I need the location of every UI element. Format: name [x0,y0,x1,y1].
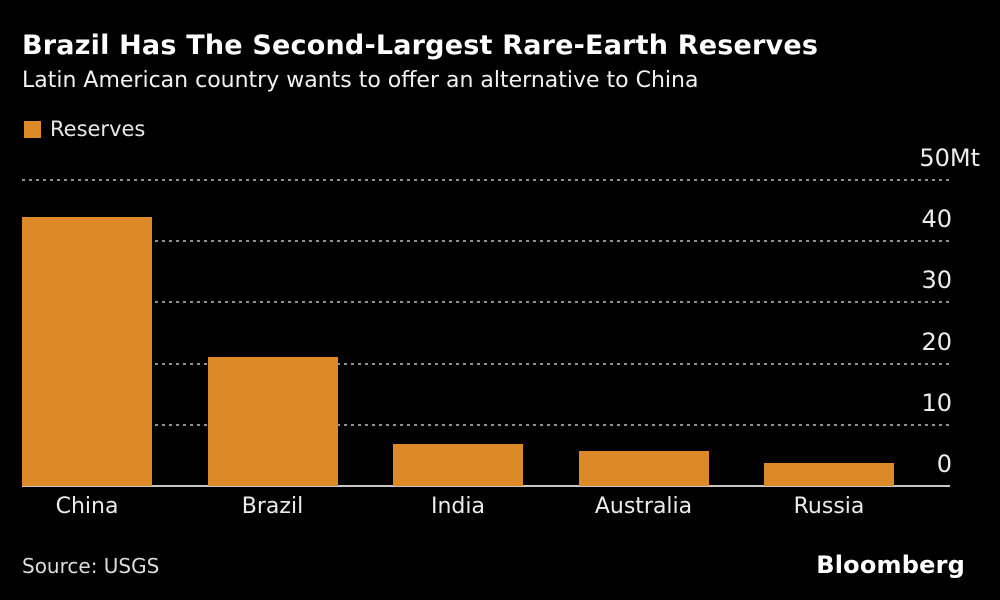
gridline [22,423,950,426]
category-label-china: China [55,494,119,519]
category-label-australia: Australia [594,494,693,519]
bar-brazil [207,357,338,486]
bloomberg-logo: Bloomberg [816,551,965,579]
bar-chart: 0 10 20 30 40 50Mt China Brazil India Australia Ru… [22,144,980,519]
y-tick-label: 20 [921,327,952,356]
category-label-india: India [431,494,485,519]
gridline [22,179,950,181]
y-tick-label: 40 [921,205,952,234]
page-title: Brazil Has The Second-Largest Rare-Earth… [22,30,819,61]
bar-india [393,443,523,486]
gridline [22,240,950,243]
y-tick-label: 0 [936,450,952,478]
category-label-brazil: Brazil [241,494,304,519]
bar-china [22,216,152,486]
legend-label: Reserves [50,117,146,141]
x-axis-baseline [22,485,950,487]
source-note: Source: USGS [22,554,160,578]
legend-swatch-icon [24,120,41,138]
gridline [22,362,950,365]
bar-australia [578,451,709,486]
gridline [22,301,950,304]
y-tick-label: 10 [921,388,952,417]
page-subtitle: Latin American country wants to offer an… [22,68,699,93]
category-label-russia: Russia [793,494,865,519]
bar-russia [764,462,894,486]
y-tick-label: 30 [921,266,952,295]
y-tick-label: 50Mt [919,144,980,172]
legend: Reserves [24,117,145,141]
